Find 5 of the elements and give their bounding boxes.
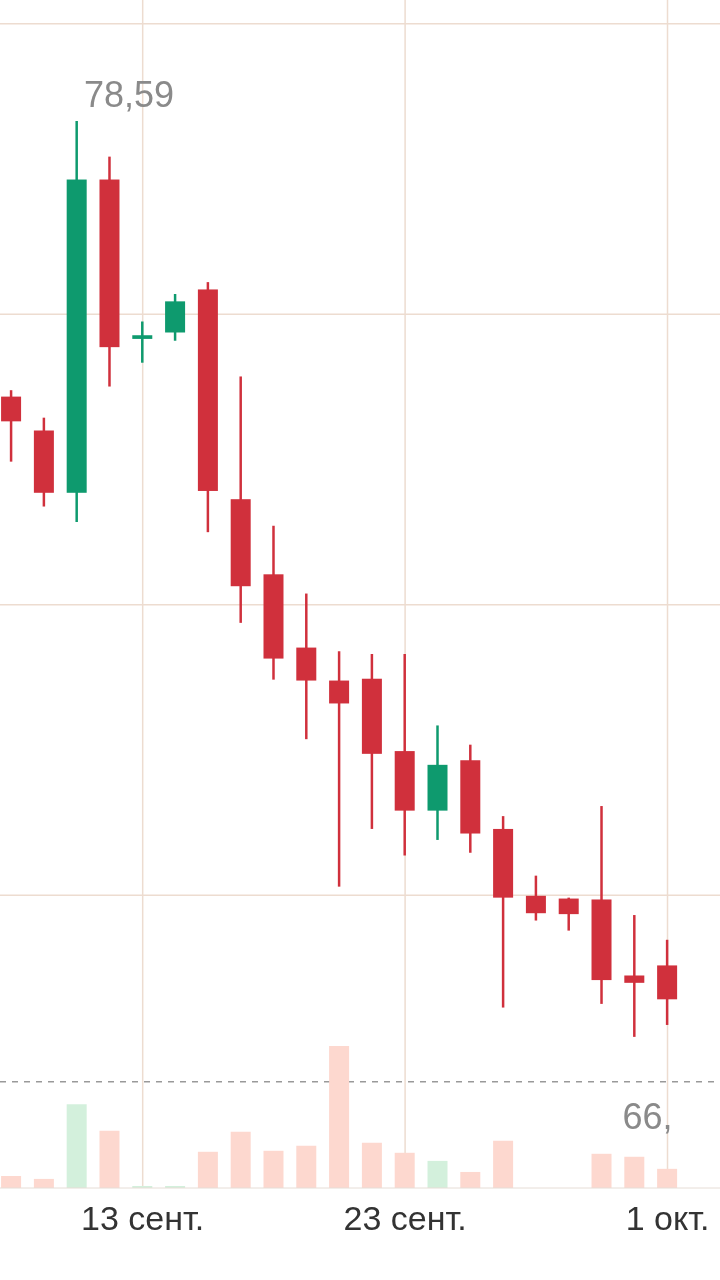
text: 78,59 xyxy=(84,73,175,115)
x-tick-label: 13 сент. xyxy=(81,1199,205,1238)
annotation: 66, xyxy=(622,1096,673,1138)
x-tick-label: 23 сент. xyxy=(343,1199,467,1238)
x-tick-label: 1 окт. xyxy=(625,1199,710,1238)
